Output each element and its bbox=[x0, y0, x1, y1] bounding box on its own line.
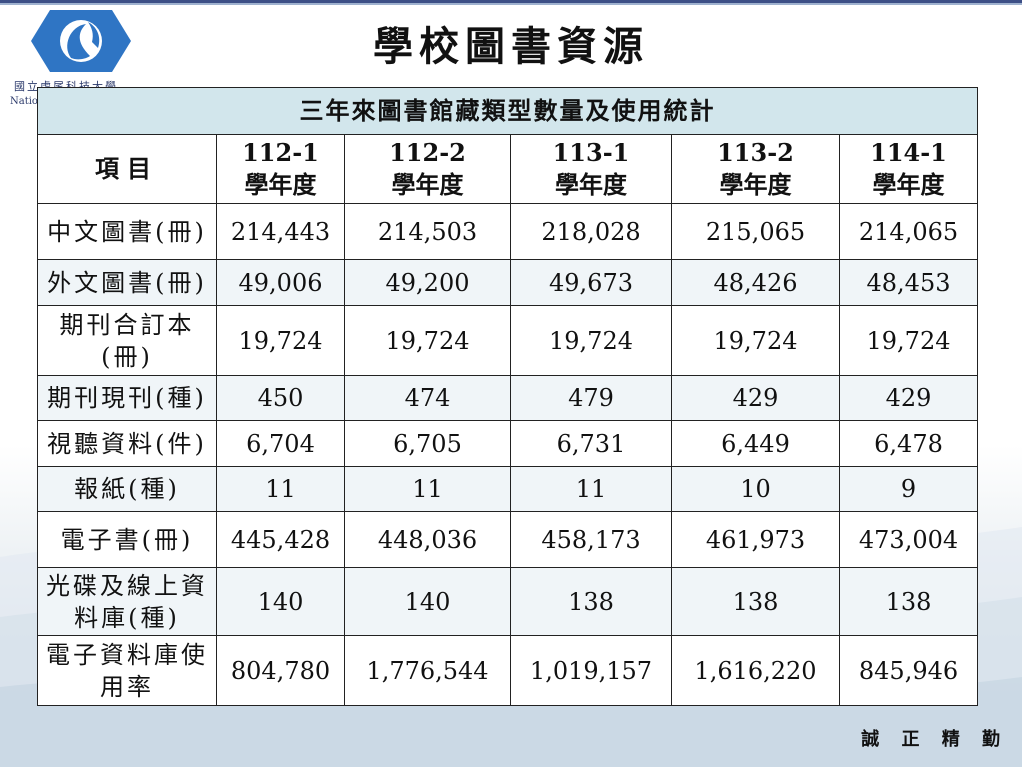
item-column-header: 項目 bbox=[37, 134, 217, 204]
row-label-line: 期刊合訂本 bbox=[59, 310, 195, 339]
table-row: 電子書(冊) 445,428 448,036 458,173 461,973 4… bbox=[37, 511, 979, 568]
table-cell: 6,705 bbox=[344, 420, 511, 467]
term-unit: 學年度 bbox=[872, 170, 945, 199]
term-unit: 學年度 bbox=[244, 170, 317, 199]
term-unit: 學年度 bbox=[555, 170, 627, 199]
column-header: 113-2 學年度 bbox=[671, 134, 840, 204]
table-cell: 448,036 bbox=[344, 511, 511, 568]
table-cell: 461,973 bbox=[671, 511, 840, 568]
table-cell: 9 bbox=[838, 466, 979, 512]
table-row: 光碟及線上資 料庫(種) 140 140 138 138 138 bbox=[37, 567, 979, 636]
row-label: 期刊合訂本 (冊) bbox=[37, 305, 217, 376]
table-cell: 11 bbox=[216, 466, 345, 512]
row-label-line: 料庫(種) bbox=[74, 603, 180, 632]
table-cell: 214,503 bbox=[344, 203, 511, 260]
term-label: 113-2 bbox=[717, 138, 794, 167]
row-label: 視聽資料(件) bbox=[37, 420, 217, 467]
table-cell: 218,028 bbox=[510, 203, 672, 260]
table-cell: 6,478 bbox=[838, 420, 979, 467]
table-cell: 19,724 bbox=[838, 305, 979, 376]
university-name-en: National bbox=[10, 96, 50, 107]
table-cell: 845,946 bbox=[838, 635, 979, 706]
table-row: 視聽資料(件) 6,704 6,705 6,731 6,449 6,478 bbox=[37, 420, 979, 467]
table-cell: 138 bbox=[671, 567, 840, 636]
term-label: 113-1 bbox=[552, 138, 630, 167]
university-logo-icon bbox=[31, 10, 131, 72]
column-header: 114-1 學年度 bbox=[838, 134, 979, 204]
table-cell: 214,065 bbox=[838, 203, 979, 260]
table-cell: 48,426 bbox=[671, 259, 840, 306]
row-label: 外文圖書(冊) bbox=[37, 259, 217, 306]
term-label: 112-2 bbox=[389, 138, 466, 167]
table-row: 電子資料庫使 用率 804,780 1,776,544 1,019,157 1,6… bbox=[37, 635, 979, 706]
table-cell: 19,724 bbox=[510, 305, 672, 376]
table-cell: 49,673 bbox=[510, 259, 672, 306]
table-row: 期刊現刊(種) 450 474 479 429 429 bbox=[37, 375, 979, 421]
table-cell: 140 bbox=[344, 567, 511, 636]
table-cell: 6,704 bbox=[216, 420, 345, 467]
column-header: 112-1 學年度 bbox=[216, 134, 345, 204]
row-label: 中文圖書(冊) bbox=[37, 203, 217, 260]
table-cell: 6,449 bbox=[671, 420, 840, 467]
table-caption-row: 三年來圖書館藏類型數量及使用統計 bbox=[36, 87, 979, 135]
table-row: 期刊合訂本 (冊) 19,724 19,724 19,724 19,724 19,… bbox=[37, 305, 979, 376]
table-cell: 140 bbox=[216, 567, 345, 636]
table-cell: 11 bbox=[344, 466, 511, 512]
table-cell: 804,780 bbox=[216, 635, 345, 706]
school-motto: 誠 正 精 勤 bbox=[861, 729, 1008, 750]
table-cell: 138 bbox=[838, 567, 979, 636]
table-cell: 215,065 bbox=[671, 203, 840, 260]
table-cell: 138 bbox=[510, 567, 672, 636]
column-header: 112-2 學年度 bbox=[344, 134, 511, 204]
table-cell: 48,453 bbox=[838, 259, 979, 306]
row-label: 期刊現刊(種) bbox=[37, 375, 217, 421]
term-label: 114-1 bbox=[870, 138, 947, 167]
table-cell: 450 bbox=[216, 375, 345, 421]
row-label: 電子書(冊) bbox=[37, 511, 217, 568]
row-label: 電子資料庫使 用率 bbox=[37, 635, 217, 706]
table-cell: 49,006 bbox=[216, 259, 345, 306]
row-label-line: 用率 bbox=[100, 672, 154, 701]
table-cell: 19,724 bbox=[344, 305, 511, 376]
table-row: 中文圖書(冊) 214,443 214,503 218,028 215,065 … bbox=[37, 203, 979, 260]
column-header: 113-1 學年度 bbox=[510, 134, 672, 204]
table-cell: 474 bbox=[344, 375, 511, 421]
table-caption: 三年來圖書館藏類型數量及使用統計 bbox=[36, 87, 979, 135]
term-label: 112-1 bbox=[242, 138, 319, 167]
table-cell: 1,616,220 bbox=[671, 635, 840, 706]
top-border-decoration bbox=[0, 0, 1022, 5]
page-title: 學校圖書資源 bbox=[373, 23, 649, 70]
table-cell: 445,428 bbox=[216, 511, 345, 568]
term-unit: 學年度 bbox=[391, 170, 464, 199]
term-unit: 學年度 bbox=[719, 170, 792, 199]
table-cell: 473,004 bbox=[838, 511, 979, 568]
table-cell: 6,731 bbox=[510, 420, 672, 467]
table-header-row: 項目 112-1 學年度 112-2 學年度 113-1 學年度 113-2 學年度 1… bbox=[37, 134, 979, 204]
table-row: 報紙(種) 11 11 11 10 9 bbox=[37, 466, 979, 512]
table-cell: 214,443 bbox=[216, 203, 345, 260]
row-label-line: (冊) bbox=[101, 342, 153, 371]
table-cell: 479 bbox=[510, 375, 672, 421]
table-cell: 1,776,544 bbox=[344, 635, 511, 706]
table-cell: 49,200 bbox=[344, 259, 511, 306]
row-label: 報紙(種) bbox=[37, 466, 217, 512]
table-cell: 10 bbox=[671, 466, 840, 512]
row-label-line: 光碟及線上資 bbox=[46, 571, 208, 600]
table-cell: 429 bbox=[671, 375, 840, 421]
row-label: 光碟及線上資 料庫(種) bbox=[37, 567, 217, 636]
row-label-line: 電子資料庫使 bbox=[46, 640, 208, 669]
table-cell: 11 bbox=[510, 466, 672, 512]
library-statistics-table: 三年來圖書館藏類型數量及使用統計 項目 112-1 學年度 112-2 學年度 11… bbox=[36, 87, 979, 706]
table-cell: 1,019,157 bbox=[510, 635, 672, 706]
table-cell: 19,724 bbox=[671, 305, 840, 376]
table-cell: 19,724 bbox=[216, 305, 345, 376]
table-cell: 458,173 bbox=[510, 511, 672, 568]
table-cell: 429 bbox=[838, 375, 979, 421]
table-row: 外文圖書(冊) 49,006 49,200 49,673 48,426 48,4… bbox=[37, 259, 979, 306]
